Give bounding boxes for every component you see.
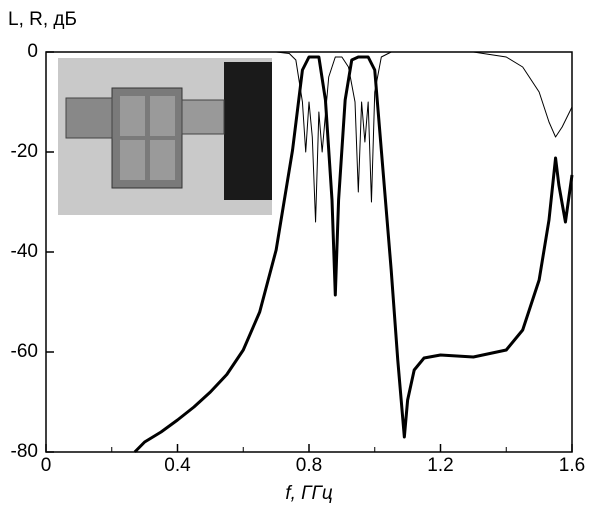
x-tick-label: 0.8: [296, 455, 322, 476]
inset-photo: [58, 58, 272, 215]
x-axis-label: f, ГГц: [285, 483, 333, 504]
x-tick-label: 1.2: [427, 455, 453, 476]
line-series: [133, 55, 574, 454]
y-axis-label: L, R, дБ: [8, 9, 77, 30]
y-tick-label: -20: [11, 141, 38, 162]
x-tick-label: 0: [41, 455, 52, 476]
y-tick-label: -60: [11, 341, 38, 362]
y-tick-label: -80: [11, 441, 38, 462]
line-series: [46, 51, 573, 223]
y-tick-label: 0: [27, 41, 38, 62]
x-tick-label: 1.6: [559, 455, 585, 476]
y-tick-label: -40: [11, 241, 38, 262]
x-tick-label: 0.4: [164, 455, 191, 476]
